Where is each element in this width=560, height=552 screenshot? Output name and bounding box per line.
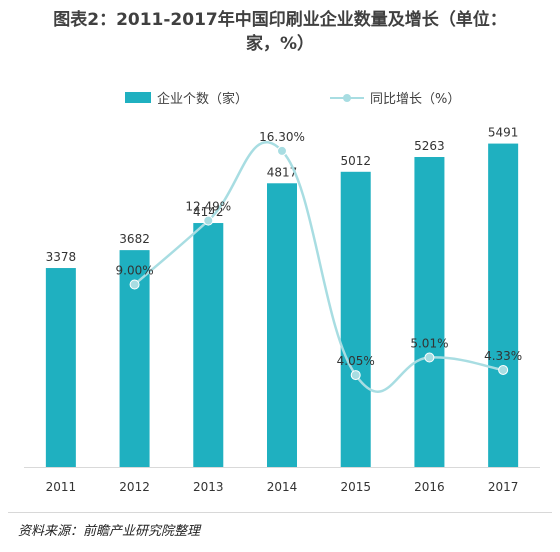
legend-line-label: 同比增长（%） — [370, 92, 461, 107]
legend-item-bar: 企业个数（家） — [125, 88, 248, 107]
bar-value-label-2011: 3378 — [46, 250, 77, 264]
source-note: 资料来源：前瞻产业研究院整理 — [18, 524, 201, 539]
bar-2017 — [488, 143, 519, 468]
legend-item-line: 同比增长（%） — [330, 88, 460, 107]
bar-2016 — [414, 157, 445, 468]
bar-2011 — [45, 268, 76, 467]
growth-point-2016 — [424, 352, 435, 363]
x-tick-label-2016: 2016 — [414, 480, 445, 494]
x-tick-label-2015: 2015 — [340, 480, 371, 494]
chart-title: 图表2：2011-2017年中国印刷业企业数量及增长（单位： 家，%） — [0, 8, 560, 56]
x-tick-label-2013: 2013 — [193, 480, 224, 494]
x-tick-label-2014: 2014 — [267, 480, 298, 494]
chart-title-line2: 家，%） — [245, 34, 315, 54]
growth-label-2016: 5.01% — [410, 337, 448, 351]
bar-value-label-2016: 5263 — [414, 139, 445, 153]
bar-value-label-2012: 3682 — [119, 232, 150, 246]
growth-line — [133, 141, 504, 393]
bar-2015 — [340, 171, 371, 467]
bar-value-label-2015: 5012 — [340, 154, 371, 168]
bar-2013 — [193, 223, 224, 467]
legend-line-swatch — [330, 92, 364, 104]
legend: 企业个数（家） 同比增长（%） — [0, 88, 560, 108]
bar-value-label-2014: 4817 — [267, 165, 298, 179]
x-tick-label-2017: 2017 — [488, 480, 519, 494]
chart-title-line1: 图表2：2011-2017年中国印刷业企业数量及增长（单位： — [53, 10, 507, 30]
growth-label-2017: 4.33% — [484, 349, 522, 363]
growth-point-2015 — [350, 370, 361, 381]
bar-2014 — [267, 183, 297, 468]
growth-label-2013: 12.49% — [185, 200, 231, 214]
legend-bar-label: 企业个数（家） — [157, 92, 249, 107]
growth-point-2013 — [203, 215, 214, 226]
growth-label-2015: 4.05% — [337, 354, 375, 368]
growth-label-2012: 9.00% — [116, 264, 154, 278]
bar-value-label-2017: 5491 — [488, 126, 519, 140]
x-tick-label-2012: 2012 — [119, 480, 150, 494]
legend-bar-swatch — [125, 92, 151, 103]
growth-point-2017 — [498, 364, 509, 375]
bar-value-label-2013: 4142 — [193, 205, 224, 219]
growth-point-2014 — [277, 145, 287, 156]
growth-point-2012 — [129, 279, 140, 290]
growth-label-2014: 16.30% — [259, 130, 305, 144]
divider — [8, 512, 552, 513]
x-tick-label-2011: 2011 — [46, 480, 77, 494]
